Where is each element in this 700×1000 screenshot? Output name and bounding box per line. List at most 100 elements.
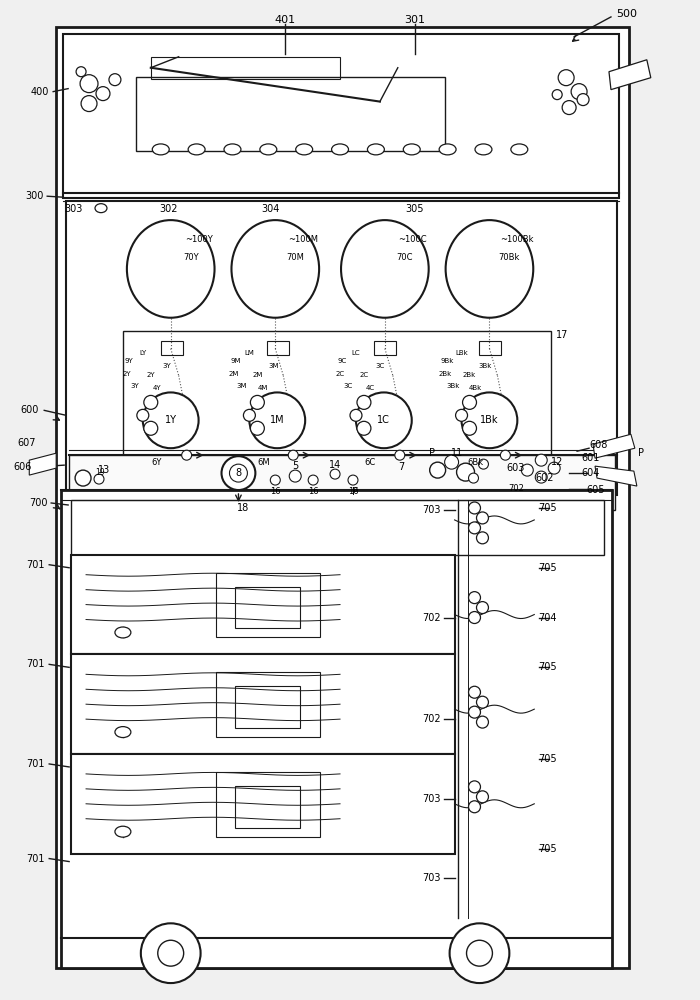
Bar xyxy=(71,555,454,654)
Circle shape xyxy=(136,409,149,421)
Circle shape xyxy=(461,392,517,448)
Circle shape xyxy=(144,421,158,435)
Text: 70Bk: 70Bk xyxy=(498,253,520,262)
Text: 705: 705 xyxy=(538,503,556,513)
Circle shape xyxy=(94,474,104,484)
Text: 701: 701 xyxy=(26,759,44,769)
Bar xyxy=(235,786,300,828)
Text: 17: 17 xyxy=(556,330,568,340)
Text: 12: 12 xyxy=(551,457,564,467)
Ellipse shape xyxy=(511,144,528,155)
Text: 705: 705 xyxy=(538,754,556,764)
Bar xyxy=(56,27,629,968)
Text: 3Bk: 3Bk xyxy=(479,363,492,369)
Circle shape xyxy=(308,475,318,485)
Circle shape xyxy=(456,463,475,481)
Text: 19: 19 xyxy=(95,468,104,477)
Ellipse shape xyxy=(295,144,313,155)
Circle shape xyxy=(468,801,480,813)
Text: 16: 16 xyxy=(308,487,318,496)
Circle shape xyxy=(468,592,480,604)
Text: LBk: LBk xyxy=(455,350,468,356)
Circle shape xyxy=(96,87,110,101)
Text: 70Y: 70Y xyxy=(183,253,198,262)
Text: 602: 602 xyxy=(535,473,554,483)
Text: 9C: 9C xyxy=(337,358,346,364)
Circle shape xyxy=(288,450,298,460)
Bar xyxy=(71,500,604,555)
Text: 3M: 3M xyxy=(236,383,246,389)
Text: 605: 605 xyxy=(587,485,606,495)
Circle shape xyxy=(468,473,479,483)
Text: 401: 401 xyxy=(274,15,296,25)
Bar xyxy=(374,341,395,355)
Text: ~100Bk: ~100Bk xyxy=(500,235,534,244)
Circle shape xyxy=(75,470,91,486)
Ellipse shape xyxy=(403,144,420,155)
Bar xyxy=(216,672,320,737)
Circle shape xyxy=(468,781,480,793)
Text: 4M: 4M xyxy=(258,385,269,391)
Text: 1Y: 1Y xyxy=(164,415,176,425)
Text: 6Y: 6Y xyxy=(152,458,162,467)
Polygon shape xyxy=(609,60,651,90)
Text: 607: 607 xyxy=(17,438,36,448)
Bar xyxy=(69,455,615,510)
Text: 9Y: 9Y xyxy=(125,358,133,364)
Text: 7: 7 xyxy=(399,462,405,472)
Circle shape xyxy=(456,409,468,421)
Ellipse shape xyxy=(224,144,241,155)
Circle shape xyxy=(477,512,489,524)
Circle shape xyxy=(449,923,510,983)
Ellipse shape xyxy=(475,144,492,155)
Text: LC: LC xyxy=(351,350,360,356)
Circle shape xyxy=(562,101,576,115)
Text: 3Bk: 3Bk xyxy=(447,383,461,389)
Bar xyxy=(136,77,444,151)
Circle shape xyxy=(330,469,340,479)
Text: 16: 16 xyxy=(348,487,358,496)
Circle shape xyxy=(221,456,255,490)
Circle shape xyxy=(536,454,547,466)
Text: 600: 600 xyxy=(21,405,39,415)
Circle shape xyxy=(182,450,192,460)
Circle shape xyxy=(244,409,256,421)
Text: P: P xyxy=(428,448,435,458)
Circle shape xyxy=(477,532,489,544)
Text: LM: LM xyxy=(244,350,254,356)
Text: 400: 400 xyxy=(31,87,49,97)
Bar xyxy=(235,587,300,628)
Text: LY: LY xyxy=(139,350,146,356)
Text: 4Bk: 4Bk xyxy=(469,385,482,391)
Polygon shape xyxy=(595,466,637,486)
Text: 705: 705 xyxy=(538,662,556,672)
Circle shape xyxy=(558,70,574,86)
Bar xyxy=(63,34,619,198)
Circle shape xyxy=(477,602,489,614)
Bar xyxy=(216,573,320,637)
Ellipse shape xyxy=(232,220,319,318)
Text: 2M: 2M xyxy=(228,371,239,377)
Text: ~100Y: ~100Y xyxy=(185,235,213,244)
Bar xyxy=(161,341,183,355)
Text: 2Bk: 2Bk xyxy=(463,372,476,378)
Text: 606: 606 xyxy=(13,462,32,472)
Text: 16: 16 xyxy=(270,487,281,496)
Text: 705: 705 xyxy=(538,844,556,854)
Text: 6Bk: 6Bk xyxy=(468,458,484,467)
Text: P: P xyxy=(638,448,644,458)
Polygon shape xyxy=(29,453,56,475)
Circle shape xyxy=(477,791,489,803)
Bar xyxy=(235,686,300,728)
Text: 304: 304 xyxy=(261,204,279,214)
Text: ~100M: ~100M xyxy=(288,235,318,244)
Circle shape xyxy=(430,462,446,478)
Circle shape xyxy=(479,459,489,469)
Text: 703: 703 xyxy=(422,794,441,804)
Text: 2Bk: 2Bk xyxy=(439,371,452,377)
Circle shape xyxy=(463,395,477,409)
Circle shape xyxy=(468,612,480,624)
Ellipse shape xyxy=(153,144,169,155)
Bar xyxy=(480,341,501,355)
Circle shape xyxy=(249,392,305,448)
